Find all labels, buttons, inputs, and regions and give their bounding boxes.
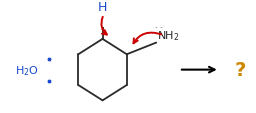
Text: ?: ?	[234, 61, 246, 79]
Text: NH$_2$: NH$_2$	[157, 29, 180, 43]
Text: H: H	[98, 1, 107, 14]
Text: H$_2$O: H$_2$O	[15, 63, 39, 77]
